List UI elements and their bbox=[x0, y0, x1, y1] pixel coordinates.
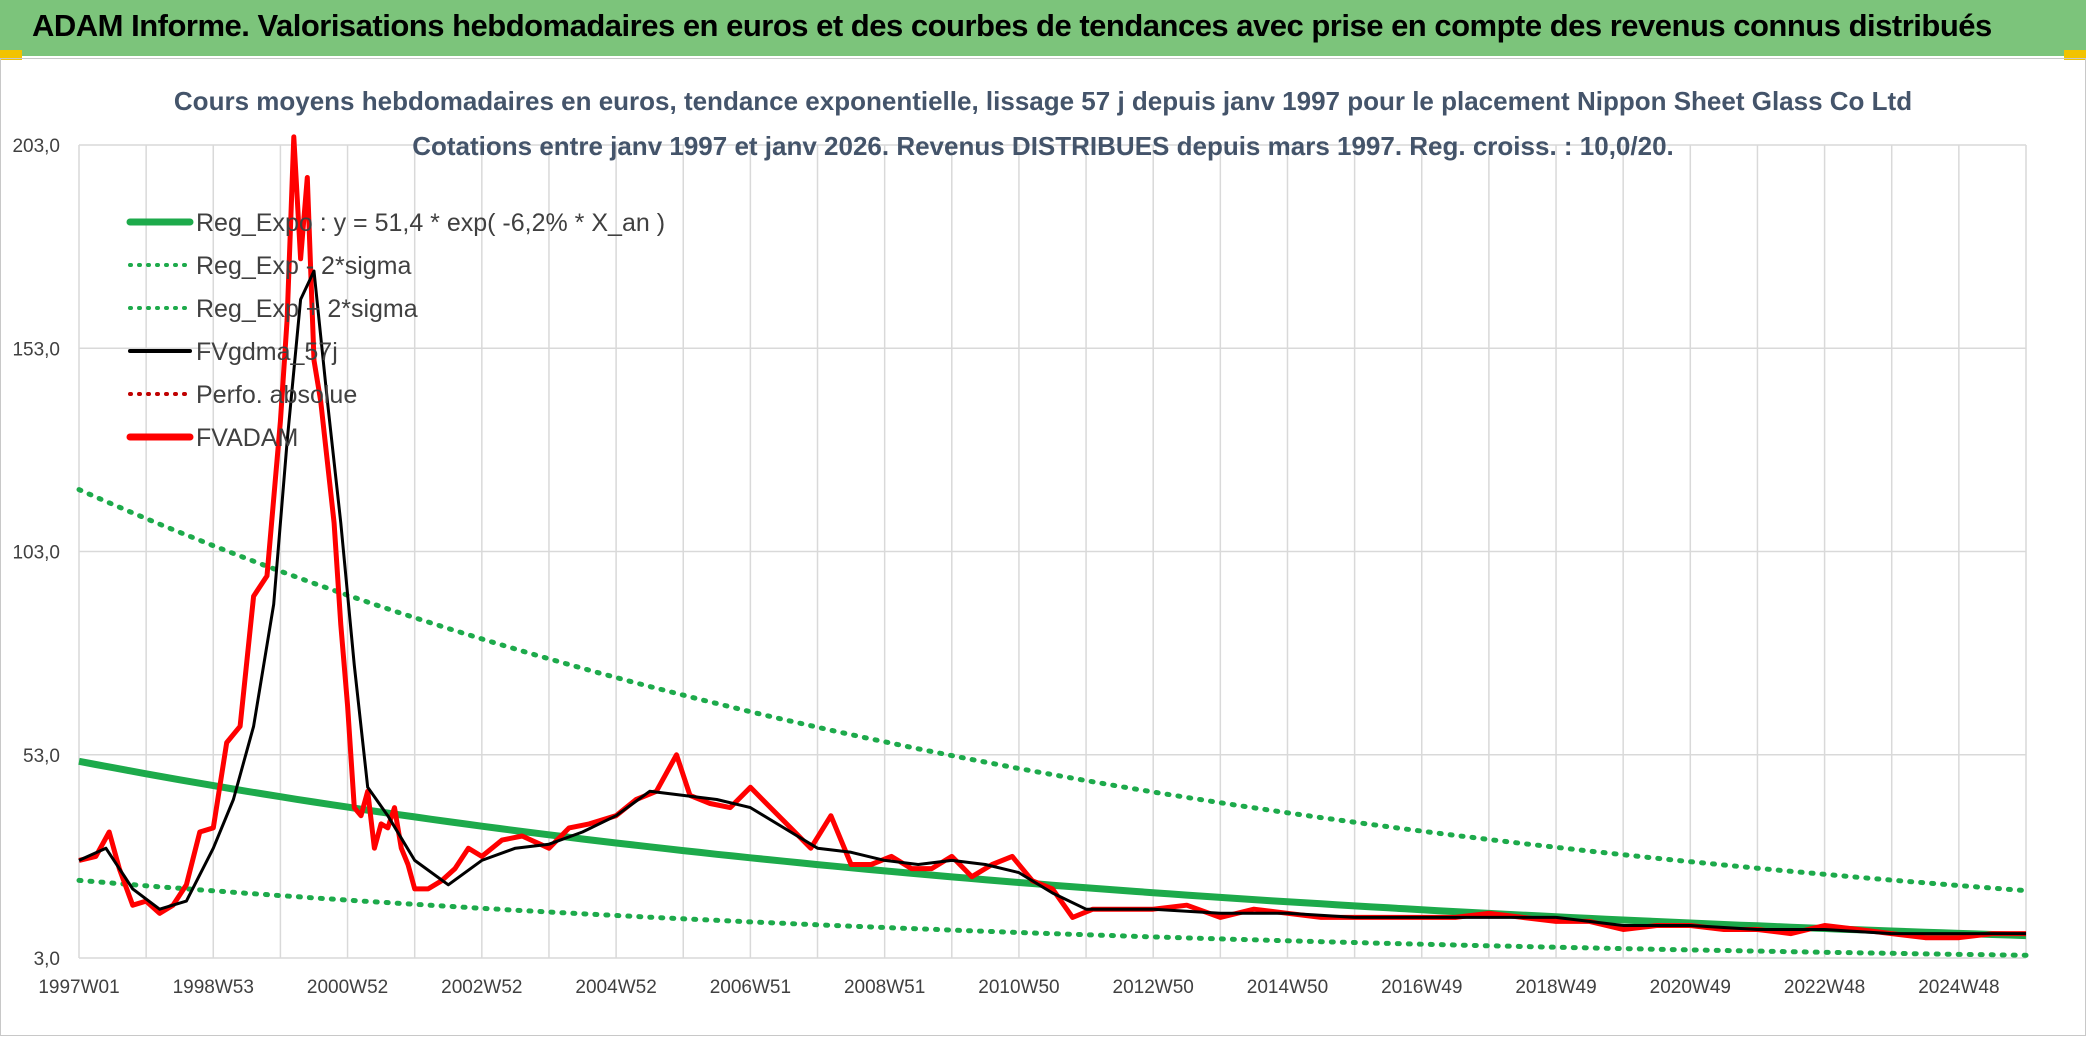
chart-series bbox=[76, 134, 2029, 958]
x-tick-label: 2008W51 bbox=[844, 977, 925, 998]
x-tick-label: 1997W01 bbox=[38, 977, 119, 998]
x-tick-label: 2010W50 bbox=[978, 977, 1059, 998]
y-tick-label: 53,0 bbox=[23, 746, 60, 767]
fvgdma-line bbox=[78, 269, 2026, 936]
legend-label: Reg_Exp + 2*sigma bbox=[196, 295, 418, 323]
y-tick-label: 153,0 bbox=[12, 339, 60, 360]
reg-expo-line bbox=[78, 757, 2027, 940]
right-corner-accent bbox=[2064, 50, 2086, 60]
x-tick-label: 2000W52 bbox=[307, 977, 388, 998]
legend-label: FVgdma_57j bbox=[196, 338, 338, 366]
reg-exp-plus-2sigma-line bbox=[76, 487, 2029, 894]
x-tick-label: 2006W51 bbox=[710, 977, 791, 998]
x-tick-label: 2020W49 bbox=[1650, 977, 1731, 998]
x-tick-label: 2024W48 bbox=[1918, 977, 1999, 998]
y-tick-label: 103,0 bbox=[12, 543, 60, 564]
report-banner: ADAM Informe. Valorisations hebdomadaire… bbox=[0, 0, 2086, 56]
fvadam-line bbox=[78, 134, 2026, 941]
x-tick-label: 1998W53 bbox=[173, 977, 254, 998]
left-corner-accent bbox=[0, 50, 22, 60]
gridlines bbox=[78, 144, 2027, 959]
y-axis-ticks: 3,0 53,0 103,0 153,0 203,0 bbox=[12, 136, 60, 970]
x-tick-label: 2002W52 bbox=[441, 977, 522, 998]
chart-title: Cours moyens hebdomadaires en euros, ten… bbox=[174, 86, 1912, 116]
chart-subtitle: Cotations entre janv 1997 et janv 2026. … bbox=[412, 131, 1674, 161]
x-axis-ticks: 1997W01 1998W53 2000W52 2002W52 2004W52 2006W… bbox=[38, 977, 1999, 998]
chart-legend: Reg_Expo : y = 51,4 * exp( -6,2% * X_an … bbox=[126, 209, 665, 452]
x-tick-label: 2012W50 bbox=[1113, 977, 1194, 998]
x-tick-label: 2014W50 bbox=[1247, 977, 1328, 998]
y-tick-label: 3,0 bbox=[34, 949, 60, 970]
legend-label: Reg_Expo : y = 51,4 * exp( -6,2% * X_an … bbox=[196, 209, 665, 237]
legend-label: Reg_Exp - 2*sigma bbox=[196, 252, 411, 280]
legend-label: FVADAM bbox=[196, 424, 298, 452]
x-tick-label: 2016W49 bbox=[1381, 977, 1462, 998]
report-title: ADAM Informe. Valorisations hebdomadaire… bbox=[32, 8, 1992, 43]
x-tick-label: 2004W52 bbox=[575, 977, 656, 998]
y-tick-label: 203,0 bbox=[12, 136, 60, 157]
x-tick-label: 2022W48 bbox=[1784, 977, 1865, 998]
x-tick-label: 2018W49 bbox=[1515, 977, 1596, 998]
legend-label: Perfo. absolue bbox=[196, 381, 357, 409]
